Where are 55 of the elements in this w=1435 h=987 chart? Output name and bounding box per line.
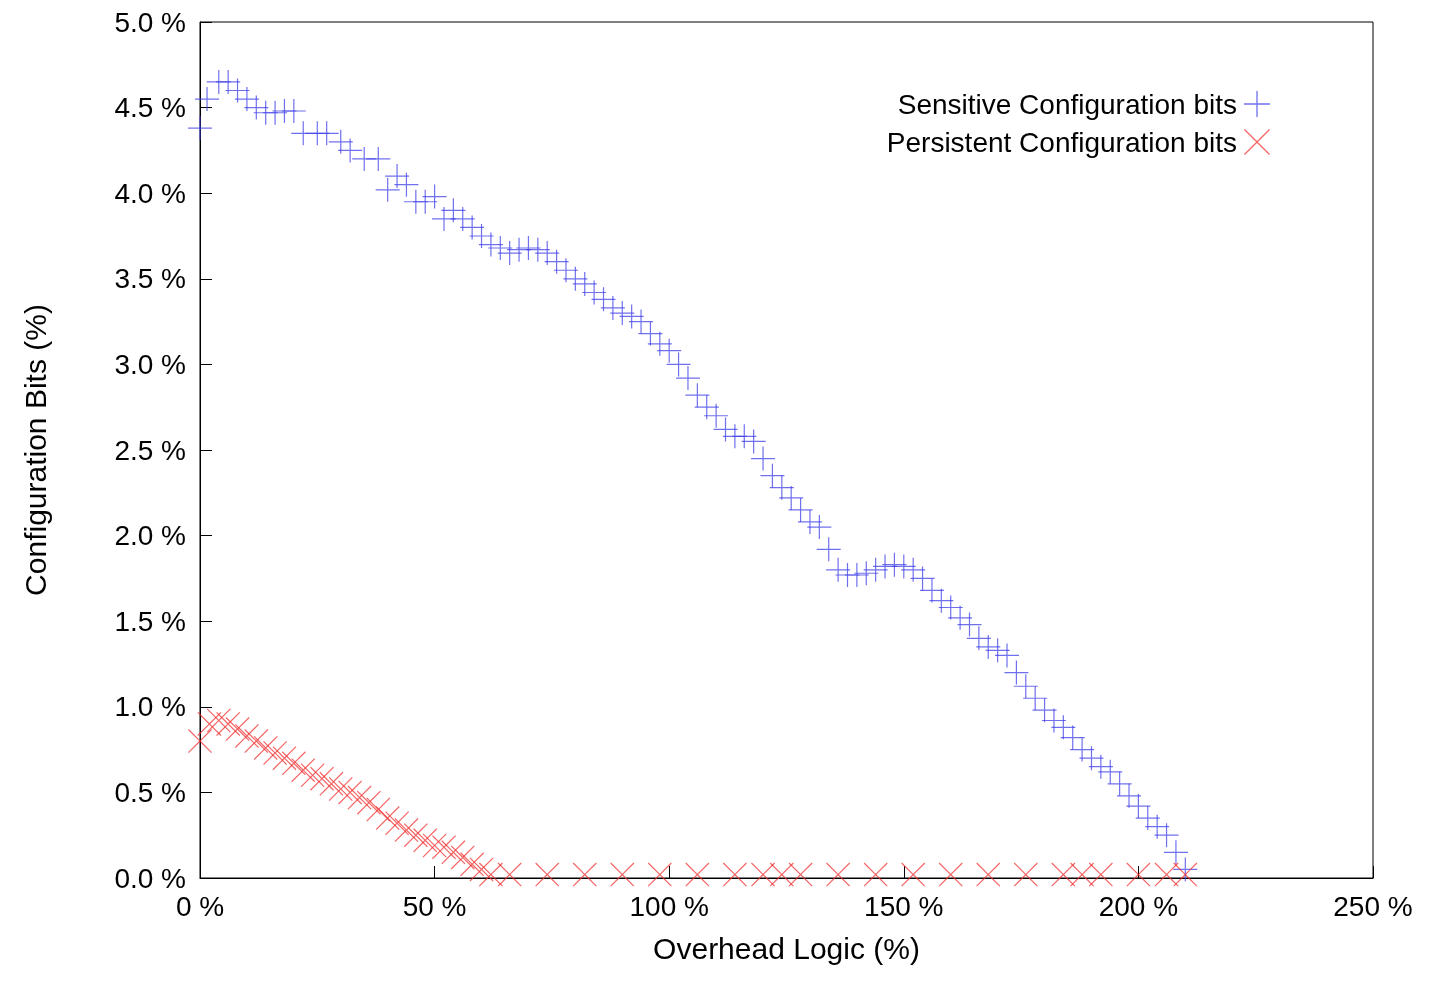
point [535, 862, 560, 887]
point [206, 708, 231, 733]
point [244, 729, 269, 754]
point [826, 862, 851, 887]
point [375, 806, 400, 831]
point [309, 766, 334, 791]
x-tick-label: 100 % [629, 890, 709, 922]
point [976, 862, 1001, 887]
x-tick-label: 150 % [864, 890, 944, 922]
point [356, 790, 381, 815]
point [769, 862, 794, 887]
point [1088, 862, 1113, 887]
point [253, 735, 278, 760]
point [901, 862, 926, 887]
x-tick-label: 50 % [402, 890, 467, 922]
legend-label: Sensitive Configuration bits [897, 88, 1237, 120]
point [1126, 862, 1151, 887]
point [197, 711, 222, 736]
point [366, 797, 391, 822]
point [319, 771, 344, 796]
y-tick-label: 4.5 % [114, 92, 186, 124]
point [647, 862, 672, 887]
y-tick-label: 1.0 % [114, 691, 186, 723]
y-tick-label: 5.0 % [114, 6, 186, 38]
point [938, 862, 963, 887]
y-tick-label: 3.0 % [114, 348, 186, 380]
x-axis-title: Overhead Logic (%) [653, 931, 920, 965]
point [751, 862, 776, 887]
point [460, 852, 485, 877]
point [497, 862, 522, 887]
y-tick-label: 3.5 % [114, 263, 186, 295]
point [610, 862, 635, 887]
y-tick-label: 4.0 % [114, 177, 186, 209]
y-tick-label: 0.5 % [114, 776, 186, 808]
point [225, 717, 250, 742]
point [478, 862, 503, 887]
x-tick-label: 250 % [1333, 890, 1413, 922]
point [394, 818, 419, 843]
point [272, 746, 297, 771]
point [863, 862, 888, 887]
point [450, 845, 475, 870]
legend-label: Persistent Configuration bits [886, 126, 1237, 158]
point [722, 862, 747, 887]
point [572, 862, 597, 887]
point [1070, 862, 1095, 887]
y-tick-label: 1.5 % [114, 605, 186, 637]
point [685, 862, 710, 887]
point [328, 776, 353, 801]
y-tick-label: 2.0 % [114, 520, 186, 552]
point [338, 780, 363, 805]
x-tick-label: 200 % [1098, 890, 1179, 922]
point [1173, 862, 1198, 887]
point [1013, 862, 1038, 887]
y-tick-label: 2.5 % [114, 434, 186, 466]
y-axis-title: Configuration Bits (%) [18, 304, 52, 596]
